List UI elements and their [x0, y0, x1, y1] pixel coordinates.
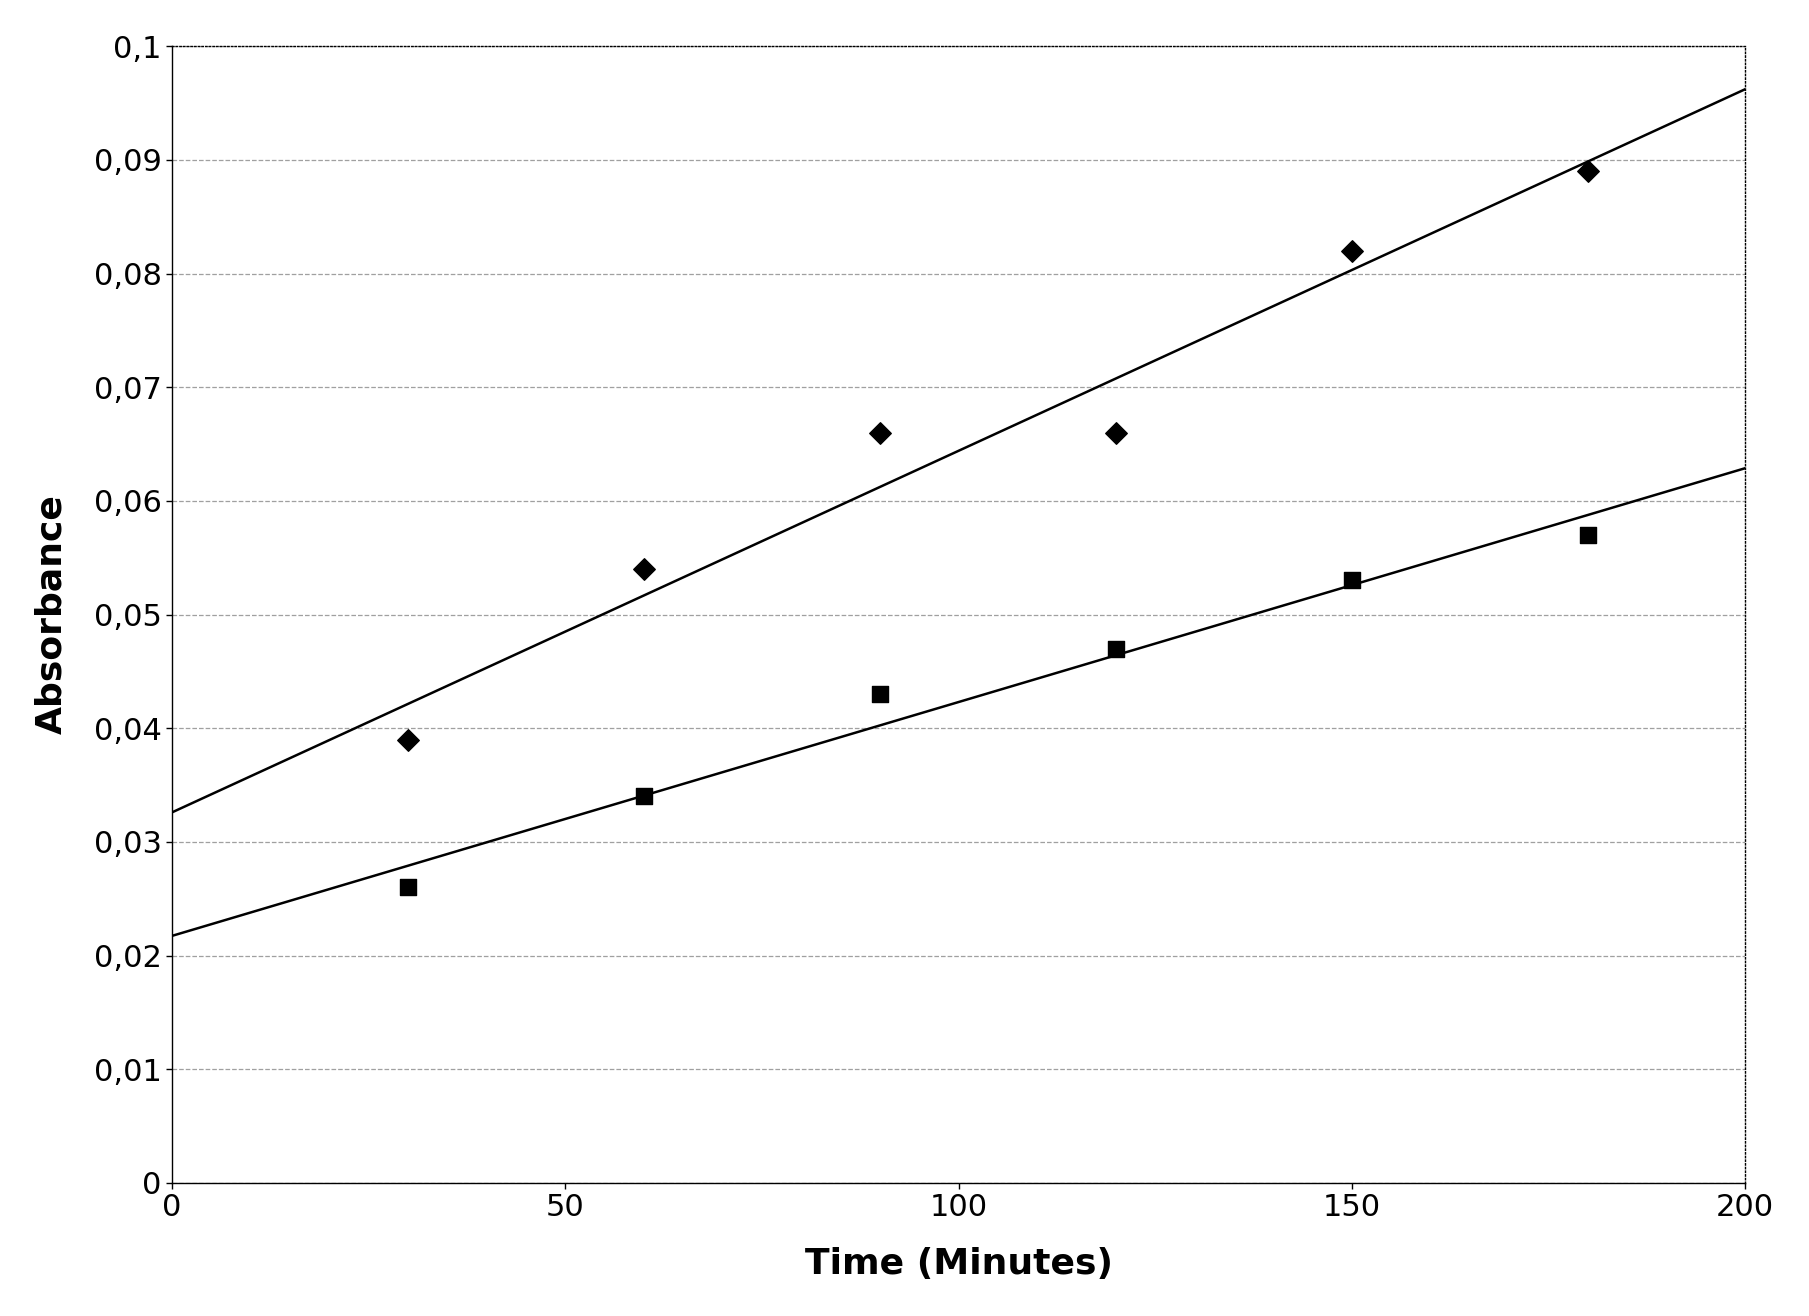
Point	[865, 422, 894, 443]
Point	[1102, 422, 1131, 443]
X-axis label: Time (Minutes): Time (Minutes)	[805, 1248, 1113, 1282]
Point	[1574, 525, 1603, 546]
Point	[394, 876, 423, 898]
Point	[630, 558, 658, 579]
Point	[1337, 570, 1366, 591]
Point	[1337, 241, 1366, 262]
Y-axis label: Absorbance: Absorbance	[34, 495, 69, 734]
Point	[1102, 638, 1131, 659]
Point	[630, 786, 658, 807]
Point	[394, 729, 423, 750]
Point	[865, 683, 894, 704]
Point	[1574, 161, 1603, 182]
